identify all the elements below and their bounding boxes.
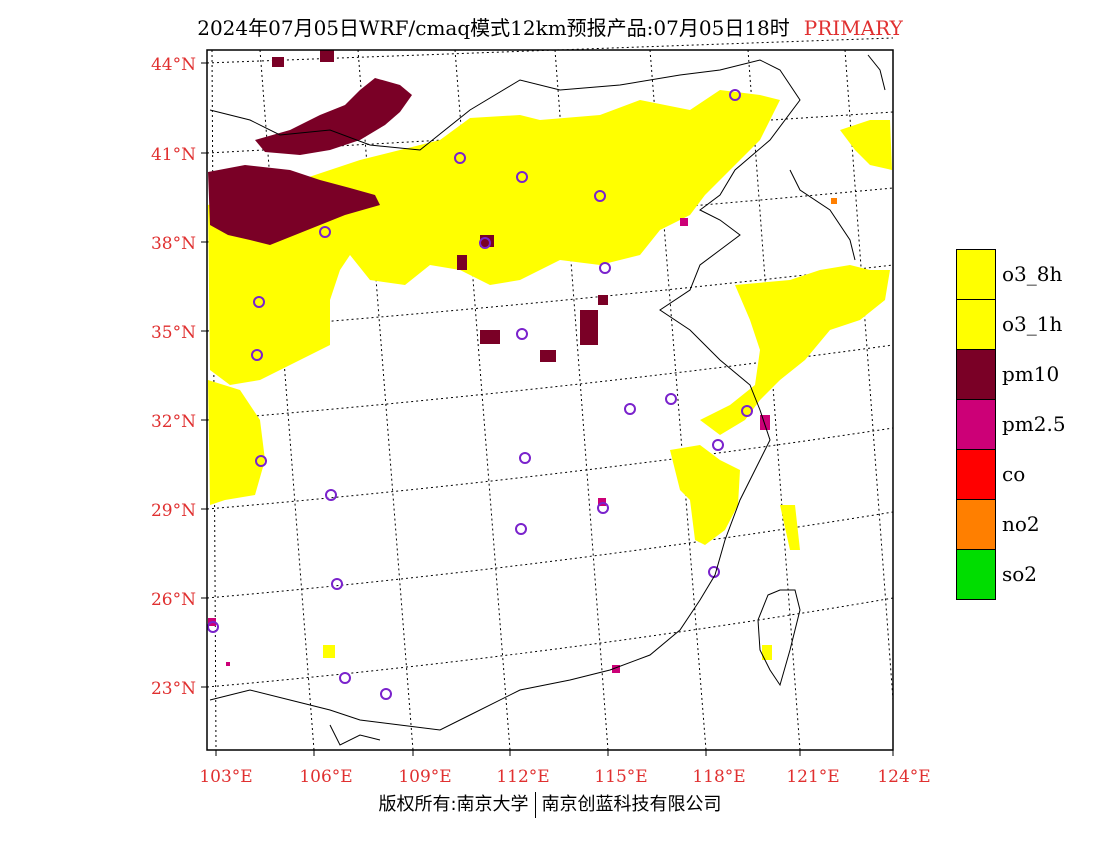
lon-label-109: 109°E: [398, 767, 451, 787]
meridian-106: [259, 49, 315, 751]
legend-swatch: [956, 299, 996, 350]
o3-region: [208, 90, 892, 660]
copyright-footer: 版权所有:南京大学 南京创蓝科技有限公司: [0, 790, 1100, 818]
meridian-112: [454, 49, 511, 751]
parallel-23: [206, 597, 894, 688]
legend-label: o3_1h: [1002, 312, 1063, 336]
lon-label-106: 106°E: [299, 767, 352, 787]
parallel-29: [206, 427, 894, 510]
legend-label: co: [1002, 462, 1026, 486]
graticule: [206, 37, 894, 751]
lat-label-26: 26°N: [151, 590, 196, 610]
tick-marks: [201, 62, 894, 756]
lat-label-41: 41°N: [151, 145, 196, 165]
lat-label-23: 23°N: [151, 679, 196, 699]
boundaries: [209, 54, 886, 746]
meridian-115: [554, 49, 609, 751]
lat-label-29: 29°N: [151, 501, 196, 521]
legend-label: so2: [1002, 562, 1038, 586]
legend-label: pm2.5: [1002, 412, 1066, 436]
meridian-121: [747, 49, 801, 751]
lat-label-38: 38°N: [151, 234, 196, 254]
legend-swatch: [956, 399, 996, 450]
lat-label-44: 44°N: [151, 55, 196, 75]
meridian-124: [844, 49, 894, 701]
lat-label-35: 35°N: [151, 323, 196, 343]
parallel-35: [206, 264, 894, 332]
legend-swatch: [956, 449, 996, 500]
parallel-38: [206, 187, 894, 243]
lon-label-115: 115°E: [594, 767, 647, 787]
legend-label: no2: [1002, 512, 1040, 536]
meridian-118: [649, 49, 707, 751]
pm10-region: [208, 50, 608, 362]
legend-swatch: [956, 549, 996, 600]
no2-dot: [831, 198, 837, 204]
map-title: 2024年07月05日WRF/cmaq模式12km预报产品:07月05日18时 P…: [0, 12, 1100, 41]
station-markers: [207, 89, 753, 700]
title-text: 2024年07月05日WRF/cmaq模式12km预报产品:07月05日18时: [197, 16, 790, 40]
meridian-109: [357, 49, 414, 751]
legend-swatch: [956, 349, 996, 400]
primary-tag: PRIMARY: [803, 16, 903, 40]
legend-swatch: [956, 499, 996, 550]
copyright-right: 南京创蓝科技有限公司: [541, 794, 722, 815]
footer-divider: [534, 792, 536, 818]
lon-label-103: 103°E: [199, 767, 252, 787]
lat-labels: 44°N 41°N 38°N 35°N 32°N 29°N 26°N 23°N: [151, 55, 196, 699]
lon-label-118: 118°E: [692, 767, 745, 787]
lon-labels: 103°E 106°E 109°E 112°E 115°E 118°E 121°…: [199, 767, 930, 787]
copyright-left: 版权所有:南京大学: [378, 794, 529, 815]
map-frame: [206, 49, 894, 751]
legend-swatch: [956, 249, 996, 300]
lon-label-121: 121°E: [786, 767, 839, 787]
lon-label-112: 112°E: [496, 767, 549, 787]
lat-label-32: 32°N: [151, 412, 196, 432]
legend-label: o3_8h: [1002, 262, 1063, 286]
legend-label: pm10: [1002, 362, 1060, 386]
lon-label-124: 124°E: [877, 767, 930, 787]
